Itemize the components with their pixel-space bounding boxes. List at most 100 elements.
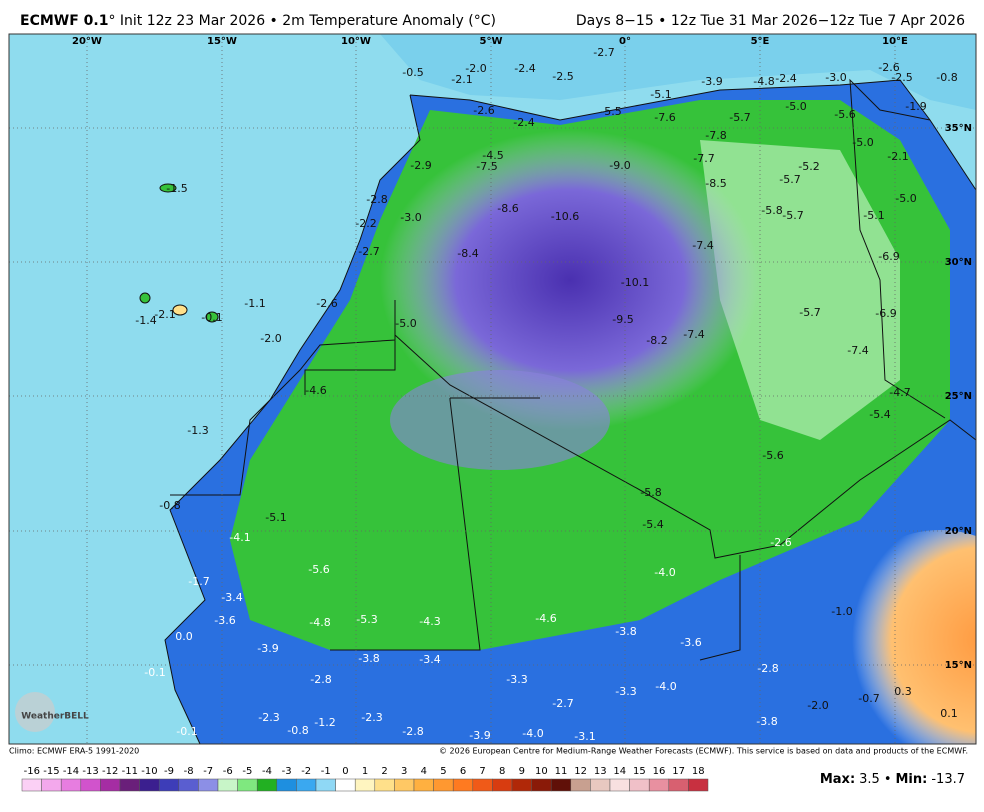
colorbar-swatch (217, 778, 238, 792)
island (205, 311, 219, 323)
anomaly-label: -0.8 (936, 71, 957, 84)
anomaly-label: -10.6 (551, 210, 579, 223)
warm-area (830, 530, 976, 744)
anomaly-label: 0.0 (175, 630, 193, 643)
island (139, 292, 151, 304)
colorbar-tick-label: 14 (613, 766, 626, 777)
title: ECMWF 0.1° Init 12z 23 Mar 2026 • 2m Tem… (20, 13, 496, 29)
anomaly-label: -2.7 (593, 46, 614, 59)
copyright: © 2026 European Centre for Medium-Range … (439, 747, 968, 756)
colorbar-tick-label: -5 (242, 766, 252, 777)
anomaly-label: -8.4 (457, 247, 478, 260)
colorbar-swatch (237, 778, 258, 792)
anomaly-label: -5.6 (834, 108, 855, 121)
anomaly-label: -5.0 (895, 192, 916, 205)
anomaly-label: -5.8 (640, 486, 661, 499)
colorbar-tick-label: -12 (102, 766, 118, 777)
colorbar-tick-label: 13 (594, 766, 607, 777)
anomaly-label: -4.8 (309, 616, 330, 629)
colorbar-swatch (472, 778, 493, 792)
colorbar-swatch (511, 778, 532, 792)
anomaly-label: -7.8 (705, 129, 726, 142)
anomaly-label: -2.0 (465, 62, 486, 75)
anomaly-label: -8.6 (497, 202, 518, 215)
anomaly-label: -2.0 (260, 332, 281, 345)
colorbar-swatch (178, 778, 199, 792)
anomaly-label: -3.4 (419, 653, 440, 666)
colorbar: -16 -15 -14 -13 -12 -11 -10 -9 -8 -7 -6 -5 -4 -3 -2 -1 0… (21, 766, 709, 792)
colorbar-swatch (590, 778, 611, 792)
anomaly-label: -4.6 (305, 384, 326, 397)
anomaly-label: -4.8 (753, 75, 774, 88)
anomaly-label: -5.8 (761, 204, 782, 217)
colorbar-swatch (688, 778, 709, 792)
colorbar-tick-label: 10 (535, 766, 548, 777)
anomaly-label: -1.9 (905, 100, 926, 113)
colorbar-tick-label: 17 (672, 766, 685, 777)
colorbar-swatch (354, 778, 376, 792)
anomaly-label: -7.4 (847, 344, 868, 357)
anomaly-label: -0.1 (201, 311, 222, 324)
colorbar-tick-label: 0 (342, 766, 348, 777)
anomaly-label: -2.8 (310, 673, 331, 686)
colorbar-swatch (276, 778, 297, 792)
anomaly-label: -0.8 (159, 499, 180, 512)
anomaly-label: -4.0 (522, 727, 543, 740)
anomaly-label: -5.7 (782, 209, 803, 222)
colorbar-swatch (41, 778, 62, 792)
anomaly-label: 0.1 (940, 707, 958, 720)
anomaly-label: -7.6 (654, 111, 675, 124)
anomaly-label: -3.9 (469, 729, 490, 742)
colorbar-tick-label: 15 (633, 766, 646, 777)
colorbar-tick-label: 9 (519, 766, 525, 777)
colorbar-tick-label: 4 (421, 766, 427, 777)
anomaly-label: -0.8 (287, 724, 308, 737)
colorbar-swatch (256, 778, 278, 792)
colorbar-swatch (394, 778, 415, 792)
anomaly-label: -2.6 (473, 104, 494, 117)
title-rest: ° Init 12z 23 Mar 2026 • 2m Temperature … (108, 13, 496, 29)
colorbar-swatch (452, 778, 474, 792)
logo: WeatherBELL (21, 712, 89, 722)
sea (380, 34, 976, 110)
anomaly-label: -2.8 (366, 193, 387, 206)
anomaly-label: -5.0 (852, 136, 873, 149)
anomaly-label: -7.4 (692, 239, 713, 252)
lat-label: 20°N (945, 526, 972, 537)
graticule: 20°W 15°W 10°W 5°W 0° 5°E 10°E 35°N 30°N 25°N 20°N… (9, 34, 976, 744)
anomaly-label: -1.2 (314, 716, 335, 729)
colorbar-tick-label: 1 (362, 766, 368, 777)
anomaly-label: -2.5 (552, 70, 573, 83)
anomaly-label: -2.3 (258, 711, 279, 724)
anomaly-label: -5.6 (308, 563, 329, 576)
anomaly-label: -6.9 (875, 307, 896, 320)
anomaly-label: -7.4 (683, 328, 704, 341)
anomaly-label: -1.3 (187, 424, 208, 437)
anomaly-label: -3.0 (825, 71, 846, 84)
anomaly-label: -2.4 (775, 72, 796, 85)
anomaly-label: -5.3 (356, 613, 377, 626)
anomaly-label: -3.3 (506, 673, 527, 686)
anomaly-label: -0.1 (176, 725, 197, 738)
colorbar-swatch (21, 778, 42, 792)
colorbar-tick-label: 16 (653, 766, 666, 777)
anomaly-label: -7.7 (693, 152, 714, 165)
anomaly-label: -3.1 (574, 730, 595, 743)
colorbar-tick-label: 2 (381, 766, 387, 777)
anomaly-label: -2.3 (361, 711, 382, 724)
anomaly-label: -4.0 (654, 566, 675, 579)
colorbar-swatch (609, 778, 630, 792)
anomaly-label: 0.3 (894, 685, 912, 698)
anomaly-label: -3.8 (615, 625, 636, 638)
anomaly-label: -2.7 (552, 697, 573, 710)
anomaly-label: -5.7 (799, 306, 820, 319)
anomaly-label: -2.2 (355, 217, 376, 230)
anomaly-label: -1.7 (188, 575, 209, 588)
anomaly-label: -2.9 (410, 159, 431, 172)
land-lightgreen (700, 140, 900, 440)
anomaly-label: -2.5 (891, 71, 912, 84)
anomaly-label: -5.1 (863, 209, 884, 222)
colorbar-tick-label: 7 (479, 766, 485, 777)
colorbar-tick-label: 6 (460, 766, 466, 777)
anomaly-label: -4.0 (655, 680, 676, 693)
